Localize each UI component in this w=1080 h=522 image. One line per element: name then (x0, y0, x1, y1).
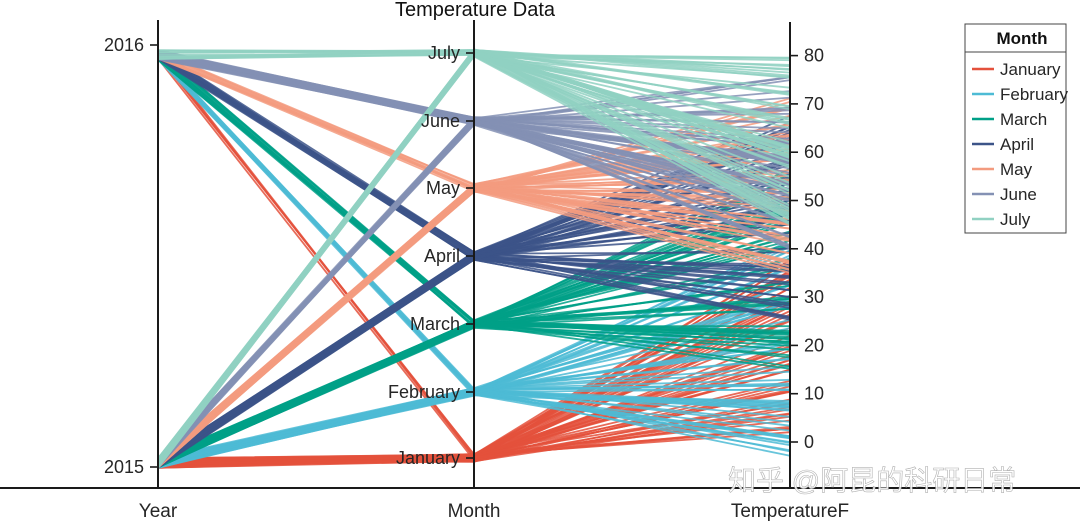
legend-label-april: April (1000, 135, 1034, 154)
legend-label-march: March (1000, 110, 1047, 129)
legend-items: January February March April May June July (972, 60, 1069, 229)
axis-name-month: Month (448, 501, 501, 522)
temp-tick-label: 10 (804, 384, 824, 404)
temp-tick-label: 0 (804, 432, 814, 452)
legend-title: Month (997, 29, 1048, 48)
temp-tick-label: 50 (804, 191, 824, 211)
axes-layer: Year Month TemperatureF 2015 2016 January Febr… (0, 20, 1080, 522)
month-tick-label: April (424, 246, 460, 266)
legend-box (964, 23, 1067, 234)
temp-tick-label: 70 (804, 94, 824, 114)
year-tick-label: 2016 (104, 35, 144, 55)
temp-tick-label: 40 (804, 239, 824, 259)
legend-label-june: June (1000, 185, 1037, 204)
chart-title: Temperature Data (395, 0, 556, 21)
legend-label-february: February (1000, 85, 1069, 104)
month-tick-label: March (410, 314, 460, 334)
legend-label-july: July (1000, 210, 1031, 229)
watermark: 知乎 @阿昆的科研日常 (728, 465, 1016, 496)
axis-name-temperaturef: TemperatureF (731, 501, 849, 522)
legend-label-january: January (1000, 60, 1061, 79)
legend: Month January February March April May June Ju… (964, 23, 1069, 234)
temp-tick-label: 30 (804, 287, 824, 307)
month-tick-label: May (426, 178, 460, 198)
month-tick-label: January (396, 448, 460, 468)
year-tick-label: 2015 (104, 457, 144, 477)
month-tick-label: June (421, 111, 460, 131)
axis-name-year: Year (139, 501, 178, 522)
temp-tick-label: 80 (804, 46, 824, 66)
month-tick-label: February (388, 382, 460, 402)
temp-tick-label: 60 (804, 142, 824, 162)
month-tick-label: July (428, 43, 460, 63)
temp-tick-label: 20 (804, 335, 824, 355)
legend-label-may: May (1000, 160, 1033, 179)
